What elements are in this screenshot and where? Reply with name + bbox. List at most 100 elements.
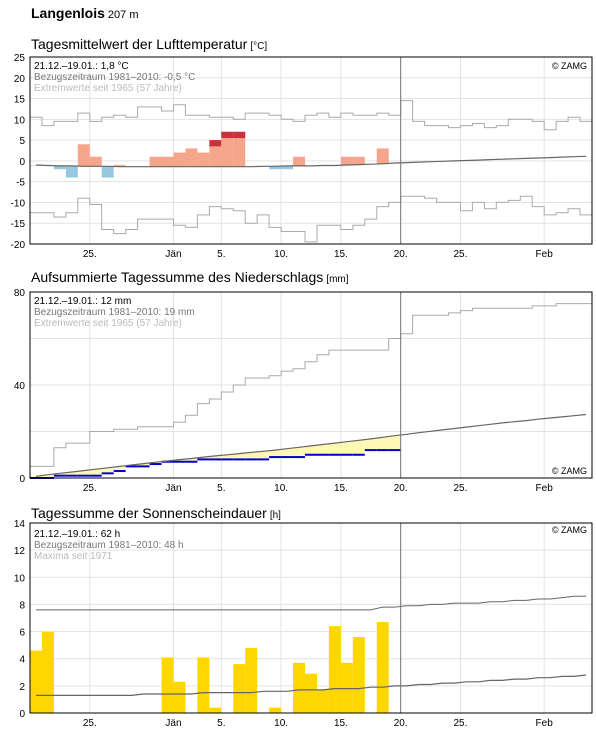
x-tick-label: 25. (454, 483, 468, 494)
sunshine-bar (197, 657, 210, 713)
plot-border (29, 56, 593, 245)
reference-line (35, 413, 587, 477)
precipitation-deficit-area (293, 447, 306, 458)
precipitation-cumulative-step (352, 453, 365, 456)
x-tick-label: 15. (334, 718, 348, 728)
temperature-bar (340, 156, 353, 166)
temperature-bar (53, 165, 66, 170)
y-tick-label: 4 (19, 655, 25, 666)
precipitation-deficit-area (77, 470, 90, 476)
x-tick-label: 20. (394, 483, 408, 494)
precipitation-deficit-area (257, 451, 270, 460)
temperature-bar (233, 131, 246, 167)
temperature-title-text: Tagesmittelwert der Lufttemperatur (31, 36, 248, 52)
temperature-bar (89, 156, 102, 167)
x-tick-label: Jän (165, 483, 181, 494)
precipitation-deficit-area (89, 469, 102, 476)
reference-line (35, 155, 587, 168)
y-tick-label: -10 (11, 198, 26, 209)
x-tick-label: 5. (217, 249, 225, 260)
y-tick-label: 20 (14, 74, 26, 85)
precipitation-cumulative-step (209, 458, 222, 461)
precipitation-cumulative-step (137, 465, 150, 468)
precipitation-cumulative-step (281, 456, 294, 459)
legend-extremes: Maxima seit 1971 (34, 551, 113, 562)
sunshine-bar (316, 689, 329, 713)
station-altitude: 207 m (107, 9, 139, 21)
precipitation-cumulative-step (376, 449, 389, 452)
sunshine-bar (293, 662, 306, 713)
y-tick-label: 14 (14, 519, 26, 530)
maxima-line (36, 595, 586, 611)
y-tick-label: 8 (19, 600, 25, 611)
x-tick-label: Jän (165, 249, 181, 260)
temperature-bar (185, 148, 198, 167)
legend-reference: Bezugszeitraum 1981–2010: -0,5 °C (34, 72, 195, 83)
sunshine-bar (173, 681, 186, 713)
sunshine-bar (269, 707, 282, 713)
precipitation-deficit-area (281, 448, 294, 458)
plot-area (30, 57, 592, 244)
temperature-bar (173, 152, 186, 167)
precipitation-cumulative-step (388, 449, 401, 452)
upper-extreme-line (30, 100, 592, 131)
temperature-bar (221, 131, 234, 167)
sunshine-bar (328, 626, 341, 713)
x-tick-label: 10. (274, 483, 288, 494)
legend-reference: Bezugszeitraum 1981–2010: 48 h (34, 540, 184, 551)
precipitation-cumulative-step (257, 458, 270, 461)
sunshine-bar (233, 664, 246, 713)
precipitation-cumulative-step (328, 453, 341, 456)
sunshine-title-text: Tagessumme der Sonnenscheindauer (31, 505, 267, 521)
sunshine-bar (305, 673, 317, 713)
precipitation-chart: 80 40 0 25. Jän 5. 10. 15. 20. 25. Feb 21.12.–19.01… (14, 288, 593, 494)
temperature-bar (30, 165, 42, 166)
x-tick-label: 5. (217, 483, 225, 494)
precipitation-deficit-area (376, 437, 389, 451)
temperature-bar (376, 148, 389, 164)
precipitation-cumulative-step (65, 474, 78, 477)
legend-current: 21.12.–19.01.: 1,8 °C (34, 61, 129, 72)
max-cumulative-line (30, 303, 592, 467)
temperature-bar (293, 156, 306, 166)
precipitation-cumulative-step (89, 474, 102, 477)
precipitation-deficit-area (101, 467, 114, 474)
lower-extreme-line (30, 195, 592, 243)
precipitation-deficit-area (197, 457, 210, 460)
y-tick-label: 0 (19, 474, 25, 485)
precipitation-deficit-area (328, 443, 341, 455)
precipitation-deficit-area (221, 454, 234, 460)
precipitation-cumulative-step (340, 453, 353, 456)
x-tick-label: Feb (536, 249, 554, 260)
sunshine-unit: [h] (269, 510, 281, 521)
precipitation-cumulative-step (364, 449, 377, 452)
temperature-bar-high (221, 131, 234, 139)
copyright-label: © ZAMG (552, 525, 587, 535)
temperature-bar (209, 140, 222, 167)
legend-extremes: Extremwerte seit 1965 (57 Jahre) (34, 318, 182, 329)
x-tick-label: 10. (274, 718, 288, 728)
legend-reference: Bezugszeitraum 1981–2010: 19 mm (34, 307, 195, 318)
sunshine-bar (352, 637, 365, 713)
copyright-label: © ZAMG (552, 61, 587, 71)
sunshine-bar (30, 650, 42, 713)
precipitation-cumulative-step (161, 460, 174, 463)
precipitation-cumulative-step (269, 456, 282, 459)
copyright-label: © ZAMG (552, 466, 587, 476)
precipitation-title-text: Aufsummierte Tagessumme des Niederschlag… (31, 269, 324, 285)
sunshine-bar (41, 631, 54, 713)
temperature-bar (101, 166, 114, 178)
sunshine-chart: 14 12 10 8 6 4 2 0 25. Jän 5. 10. 15. 20. 25. Feb 21.12.… (14, 519, 593, 728)
temperature-bar (269, 166, 282, 170)
y-tick-label: -20 (11, 240, 26, 251)
plot-border (29, 291, 593, 479)
x-tick-label: 15. (334, 483, 348, 494)
precipitation-deficit-area (316, 444, 329, 455)
y-tick-label: -15 (11, 219, 26, 230)
x-tick-label: 5. (217, 718, 225, 728)
precipitation-deficit-area (269, 450, 282, 458)
legend-current: 21.12.–19.01.: 62 h (34, 529, 120, 540)
sunshine-bar (209, 707, 222, 713)
y-tick-label: 25 (14, 53, 26, 64)
y-tick-label: 5 (19, 136, 25, 147)
